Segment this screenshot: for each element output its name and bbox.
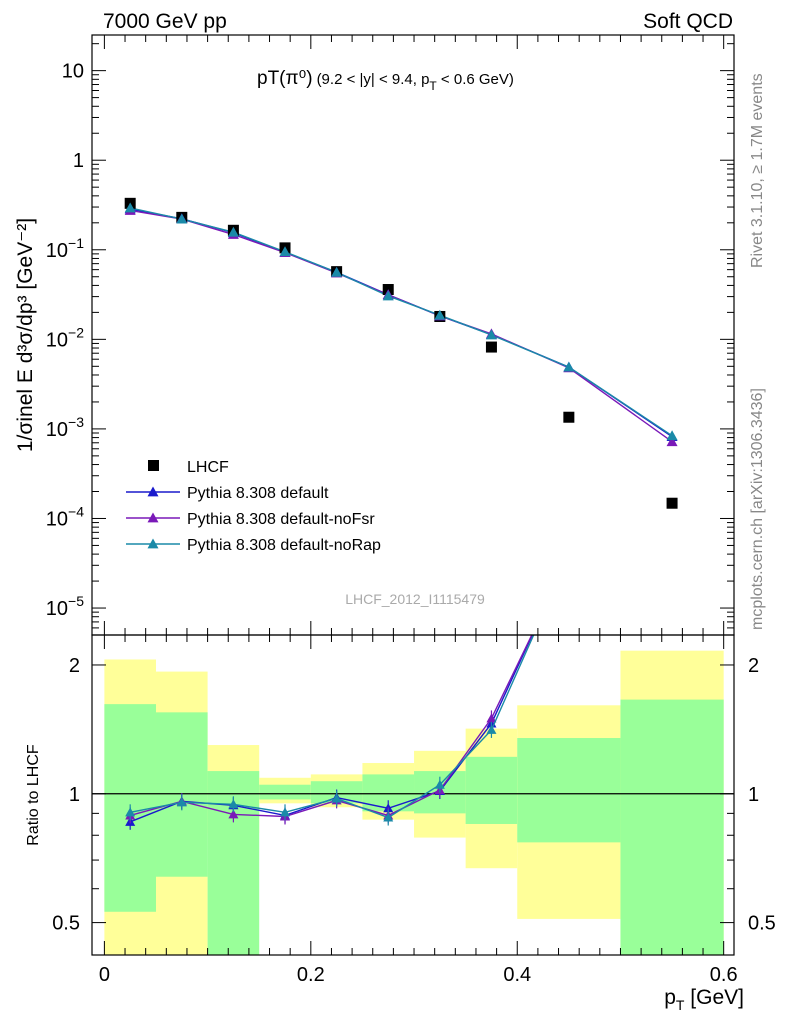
header-right: Soft QCD <box>643 10 733 33</box>
ratio-marker-2 <box>383 812 394 822</box>
tick-base: 10 <box>46 329 68 351</box>
green-band-bin <box>620 699 724 955</box>
green-band-bin <box>259 784 311 800</box>
series-marker-3 <box>485 329 497 340</box>
x-axis-label-sub: T <box>676 997 685 1013</box>
series-marker-3 <box>666 430 678 441</box>
series-marker-3 <box>382 290 394 301</box>
legend-item: Pythia 8.308 default-noRap <box>126 537 381 554</box>
ratio-y-tick-label-right: 0.5 <box>748 913 776 935</box>
legend-label: Pythia 8.308 default-noRap <box>187 537 381 554</box>
title-cut: (9.2 < |y| < 9.4, p <box>317 71 430 88</box>
ratio-marker-2 <box>228 799 239 809</box>
ratio-marker-2 <box>280 807 291 817</box>
ratio-y-tick-label-left: 0.5 <box>52 913 80 935</box>
series-marker-3 <box>331 266 343 277</box>
legend-label: Pythia 8.308 default-noFsr <box>187 511 375 528</box>
x-axis-label: pT [GeV] <box>664 986 744 1013</box>
ratio-uncertainty-bands <box>92 650 734 955</box>
legend-marker <box>148 460 159 471</box>
series-marker-3 <box>434 309 446 320</box>
title-cut-sub: T <box>429 79 437 93</box>
legend-label: Pythia 8.308 default <box>187 485 329 502</box>
x-axis-label-p: p <box>664 986 676 1009</box>
ratio-marker-1 <box>228 809 239 819</box>
ratio-y-tick-label-left: 1 <box>69 784 80 806</box>
tick-base: 10 <box>46 240 68 262</box>
series-line-1 <box>130 208 673 438</box>
series-line-3 <box>130 207 673 437</box>
green-band-bin <box>465 756 518 824</box>
tick-exponent: −1 <box>68 235 84 251</box>
ratio-y-tick-label-right: 2 <box>748 655 759 677</box>
legend-item: LHCF <box>148 459 229 476</box>
series-line-2 <box>130 209 673 443</box>
legend-marker <box>147 512 159 523</box>
legend-marker <box>147 538 159 549</box>
legend-item: Pythia 8.308 default <box>126 485 329 502</box>
series-marker-3 <box>563 361 575 372</box>
tick-exponent: −5 <box>68 593 84 609</box>
main-y-axis-label: 1/σinel E d³σ/dp³ [GeV⁻²] <box>14 218 37 452</box>
main-y-tick-label: 10−3 <box>46 414 84 441</box>
ratio-marker-2 <box>434 779 445 789</box>
ratio-y-tick-label-left: 2 <box>69 655 80 677</box>
main-series-markers <box>124 197 678 509</box>
legend-marker <box>147 486 159 497</box>
main-y-tick-label: 10−4 <box>46 503 84 530</box>
main-y-tick-label: 1 <box>73 150 84 172</box>
main-y-tick-label: 10−2 <box>46 324 84 351</box>
title-cut-end: < 0.6 GeV) <box>437 71 514 88</box>
data-point-lhcf <box>563 411 575 423</box>
series-marker-2 <box>666 436 678 447</box>
legend-item: Pythia 8.308 default-noFsr <box>126 511 375 528</box>
legend-label: LHCF <box>187 459 229 476</box>
ratio-y-axis-label: Ratio to LHCF <box>25 744 42 846</box>
x-tick-label: 0 <box>99 964 110 986</box>
tick-exponent: −2 <box>68 324 84 340</box>
green-band-bin <box>517 738 621 843</box>
x-axis-label-unit: [GeV] <box>684 986 744 1009</box>
series-marker-3 <box>279 246 291 257</box>
series-marker-3 <box>176 213 188 224</box>
data-point-lhcf <box>666 497 678 509</box>
plot-title: pT(π⁰) (9.2 < |y| < 9.4, pT < 0.6 GeV) <box>257 68 514 93</box>
ratio-series-lines <box>125 635 535 830</box>
series-marker-3 <box>124 202 136 213</box>
main-y-tick-label: 10 <box>62 61 84 83</box>
main-y-tick-label: 10−1 <box>46 235 84 262</box>
ratio-frame <box>91 634 735 956</box>
ratio-marker-2 <box>331 793 342 803</box>
x-tick-label: 0.2 <box>297 964 325 986</box>
main-series-lines <box>130 207 673 443</box>
ratio-marker-2 <box>125 807 136 817</box>
legend: LHCF Pythia 8.308 default Pythia 8.308 def… <box>126 459 381 554</box>
rivet-version-text: Rivet 3.1.10, ≥ 1.7M events <box>749 73 766 268</box>
x-tick-label: 0.6 <box>710 964 738 986</box>
x-tick-label: 0.4 <box>503 964 531 986</box>
data-point-lhcf <box>485 341 497 353</box>
tick-base: 10 <box>46 598 68 620</box>
tick-base: 10 <box>46 508 68 530</box>
ratio-marker-2 <box>176 797 187 807</box>
ratio-marker-1 <box>486 713 497 723</box>
tick-exponent: −4 <box>68 503 84 519</box>
tick-base: 10 <box>46 419 68 441</box>
ratio-marker-2 <box>486 724 497 734</box>
ratio-line-2 <box>130 635 535 819</box>
header-left: 7000 GeV pp <box>103 10 227 33</box>
analysis-watermark: LHCF_2012_I1115479 <box>345 591 485 607</box>
main-y-tick-label: 10−5 <box>46 593 84 620</box>
tick-exponent: −3 <box>68 414 84 430</box>
mcplots-site-text: mcplots.cern.ch [arXiv:1306.3436] <box>749 388 766 630</box>
ratio-y-tick-label-right: 1 <box>748 784 759 806</box>
title-main: pT(π⁰) <box>257 68 313 89</box>
series-marker-3 <box>227 226 239 237</box>
